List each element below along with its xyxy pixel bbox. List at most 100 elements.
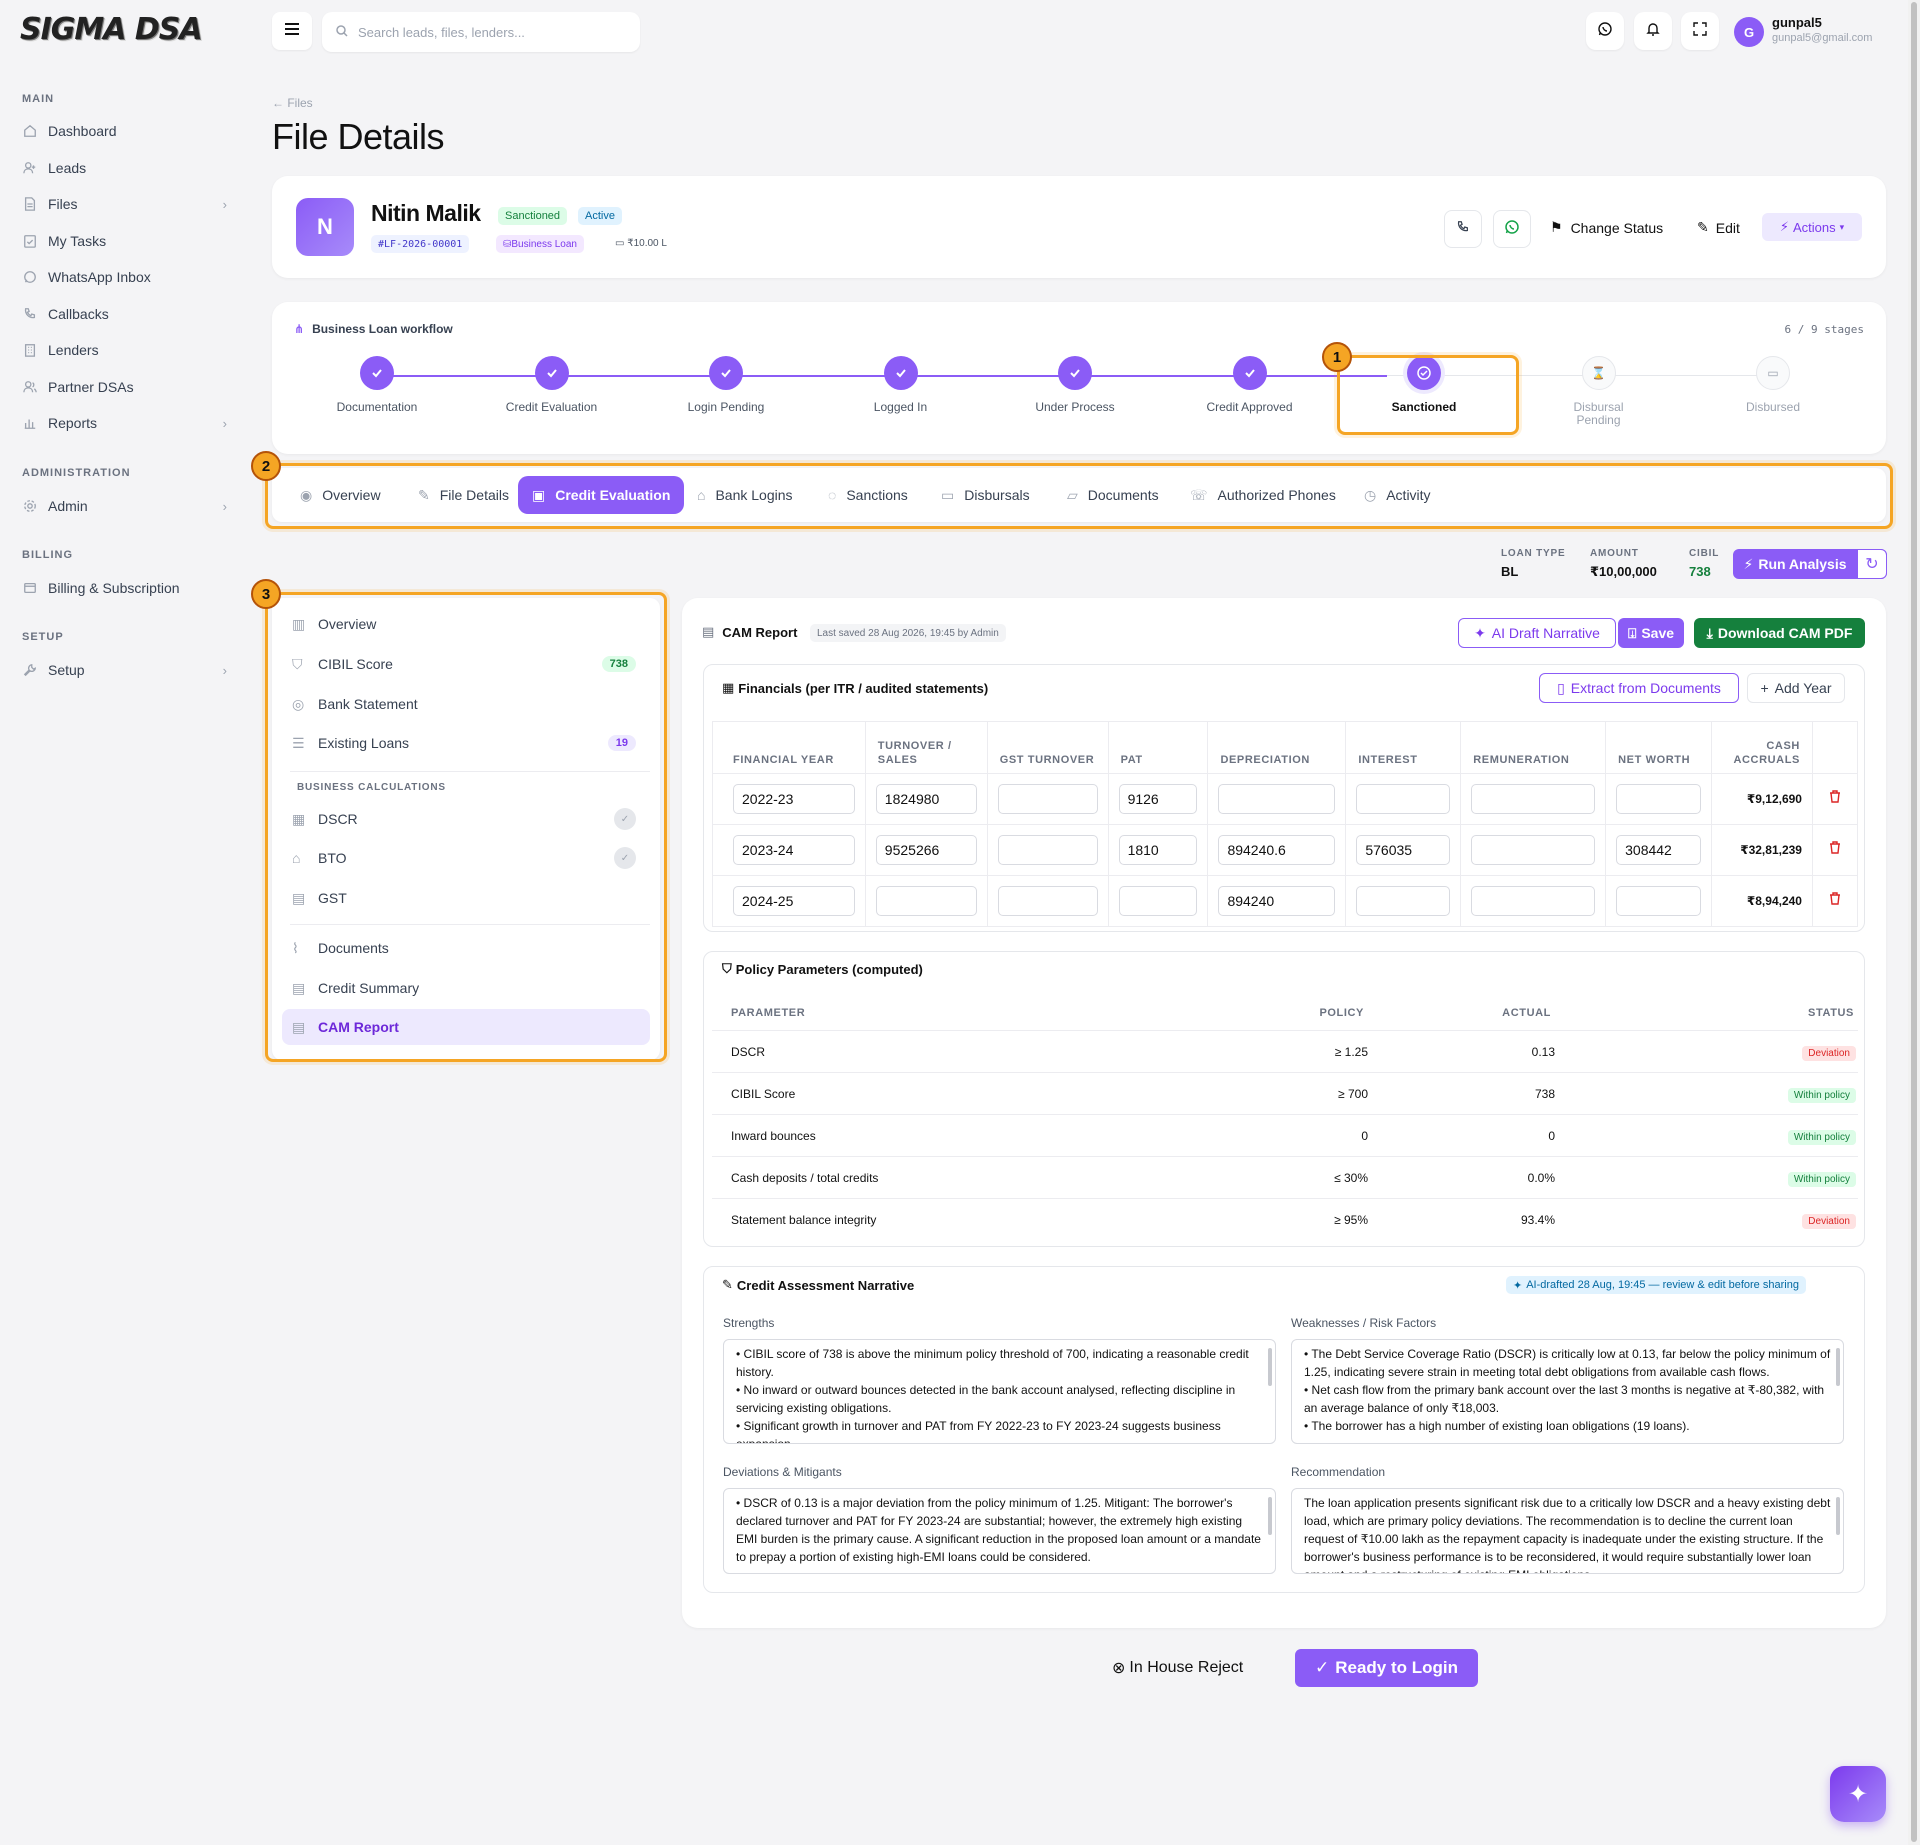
left-nav-item[interactable]: ◎ Bank Statement: [282, 686, 650, 722]
net-worth-input[interactable]: 308442: [1616, 835, 1702, 865]
interest-input[interactable]: 576035: [1356, 835, 1451, 865]
trash-icon[interactable]: [1829, 790, 1841, 806]
tab-credit-evaluation[interactable]: ▣ Credit Evaluation: [518, 476, 685, 514]
ai-draft-button[interactable]: ✦ AI Draft Narrative: [1458, 618, 1616, 648]
tab-bank-logins[interactable]: ⌂ Bank Logins: [683, 476, 807, 514]
tab-sanctions[interactable]: ◌ Sanctions: [814, 476, 922, 514]
tab-documents[interactable]: ▱ Documents: [1053, 476, 1173, 514]
strengths-textarea[interactable]: • CIBIL score of 738 is above the minimu…: [723, 1339, 1276, 1444]
breadcrumb[interactable]: ← Files: [272, 96, 313, 110]
trash-icon[interactable]: [1829, 892, 1841, 908]
sidebar-item-files[interactable]: Files ›: [22, 189, 227, 219]
left-nav-item[interactable]: ▦ DSCR ✓: [282, 801, 650, 837]
turnover-input[interactable]: 9525266: [875, 835, 977, 865]
left-nav-item[interactable]: ☰ Existing Loans 19: [282, 725, 650, 761]
fullscreen-button[interactable]: [1681, 12, 1719, 50]
sidebar-item-reports[interactable]: Reports ›: [22, 408, 227, 438]
trash-icon[interactable]: [1829, 841, 1841, 857]
change-status-button[interactable]: ⚑ Change Status: [1550, 219, 1663, 236]
actions-dropdown[interactable]: ⚡ Actions ▾: [1762, 213, 1862, 241]
scrollbar[interactable]: [1836, 1348, 1840, 1386]
tab-activity[interactable]: ◷ Activity: [1350, 476, 1445, 514]
whatsapp-button[interactable]: [1586, 12, 1624, 50]
run-analysis-button[interactable]: ⚡ Run Analysis: [1733, 549, 1857, 579]
year-input[interactable]: 2023-24: [733, 835, 855, 865]
edit-button[interactable]: ✎ Edit: [1697, 219, 1740, 236]
pat-input[interactable]: [1118, 886, 1198, 916]
workflow-stage[interactable]: Sanctioned: [1349, 356, 1499, 414]
remuneration-input[interactable]: [1471, 835, 1596, 865]
add-year-button[interactable]: + Add Year: [1747, 673, 1845, 703]
net-worth-input[interactable]: [1616, 886, 1702, 916]
left-nav-item[interactable]: ▤ GST: [282, 880, 650, 916]
workflow-stage[interactable]: Credit Evaluation: [477, 356, 627, 414]
download-cam-button[interactable]: ⤓ Download CAM PDF: [1694, 618, 1865, 648]
scrollbar-thumb[interactable]: [1911, 2, 1917, 1842]
year-input[interactable]: 2024-25: [733, 886, 855, 916]
left-nav-item[interactable]: ▤ Credit Summary: [282, 970, 650, 1006]
remuneration-input[interactable]: [1471, 886, 1596, 916]
remuneration-input[interactable]: [1471, 784, 1596, 814]
gst-input[interactable]: [997, 886, 1098, 916]
left-nav-item[interactable]: ⌂ BTO ✓: [282, 840, 650, 876]
turnover-input[interactable]: 1824980: [875, 784, 977, 814]
tab-file-details[interactable]: ✎ File Details: [404, 476, 523, 514]
turnover-input[interactable]: [875, 886, 977, 916]
scrollbar[interactable]: [1268, 1497, 1272, 1535]
depreciation-input[interactable]: [1218, 784, 1336, 814]
tab-overview[interactable]: ◉ Overview: [286, 476, 395, 514]
sidebar-item-partner-dsas[interactable]: Partner DSAs: [22, 372, 227, 402]
gst-input[interactable]: [997, 835, 1098, 865]
refresh-button[interactable]: ↻: [1857, 549, 1887, 579]
sidebar-item-callbacks[interactable]: Callbacks: [22, 299, 227, 329]
sidebar-item-my-tasks[interactable]: My Tasks: [22, 226, 227, 256]
in-house-reject-button[interactable]: ⊗ In House Reject: [1112, 1658, 1243, 1678]
tab-disbursals[interactable]: ▭ Disbursals: [927, 476, 1044, 514]
sidebar-item-admin[interactable]: Admin ›: [22, 491, 227, 521]
sidebar-item-setup[interactable]: Setup ›: [22, 655, 227, 685]
workflow-stage[interactable]: ▭ Disbursed: [1698, 356, 1848, 414]
save-button[interactable]: ⍗ Save: [1618, 618, 1684, 648]
left-nav-item[interactable]: ▤ CAM Report: [282, 1009, 650, 1045]
deviations-textarea[interactable]: • DSCR of 0.13 is a major deviation from…: [723, 1488, 1276, 1574]
ai-assistant-button[interactable]: ✦: [1830, 1766, 1886, 1822]
page-scrollbar[interactable]: [1908, 0, 1920, 1845]
scrollbar[interactable]: [1836, 1497, 1840, 1535]
pat-input[interactable]: 9126: [1118, 784, 1198, 814]
gst-input[interactable]: [997, 784, 1098, 814]
recommendation-textarea[interactable]: The loan application presents significan…: [1291, 1488, 1844, 1574]
depreciation-input[interactable]: 894240.6: [1218, 835, 1336, 865]
sidebar-item-lenders[interactable]: Lenders: [22, 335, 227, 365]
weaknesses-textarea[interactable]: • The Debt Service Coverage Ratio (DSCR)…: [1291, 1339, 1844, 1444]
left-nav-item[interactable]: ▥ Overview: [282, 606, 650, 642]
workflow-stage[interactable]: Login Pending: [651, 356, 801, 414]
sidebar-item-billing[interactable]: Billing & Subscription: [22, 573, 227, 603]
menu-toggle-button[interactable]: [272, 12, 312, 50]
workflow-stage[interactable]: Credit Approved: [1175, 356, 1325, 414]
pat-input[interactable]: 1810: [1118, 835, 1198, 865]
year-input[interactable]: 2022-23: [733, 784, 855, 814]
call-button[interactable]: [1444, 210, 1482, 248]
workflow-stage[interactable]: Under Process: [1000, 356, 1150, 414]
whatsapp-chat-button[interactable]: [1493, 210, 1531, 248]
brand-logo[interactable]: SIGMA DSA: [20, 12, 203, 47]
notifications-button[interactable]: [1634, 12, 1672, 50]
left-nav-item[interactable]: ⛉ CIBIL Score 738: [282, 646, 650, 682]
extract-documents-button[interactable]: ▯ Extract from Documents: [1539, 673, 1739, 703]
ready-to-login-button[interactable]: ✓ Ready to Login: [1295, 1649, 1478, 1687]
sidebar-item-whatsapp-inbox[interactable]: WhatsApp Inbox: [22, 262, 227, 292]
net-worth-input[interactable]: [1616, 784, 1702, 814]
scrollbar[interactable]: [1268, 1348, 1272, 1386]
left-nav-item[interactable]: ⌇ Documents: [282, 930, 650, 966]
depreciation-input[interactable]: 894240: [1218, 886, 1336, 916]
interest-input[interactable]: [1356, 784, 1451, 814]
interest-input[interactable]: [1356, 886, 1451, 916]
workflow-stage[interactable]: Documentation: [302, 356, 452, 414]
workflow-stage[interactable]: ⌛ Disbursal Pending: [1524, 356, 1674, 427]
tab-authorized-phones[interactable]: ☏ Authorized Phones: [1176, 476, 1350, 514]
sidebar-item-dashboard[interactable]: Dashboard: [22, 116, 227, 146]
search-input[interactable]: Search leads, files, lenders...: [322, 12, 640, 52]
user-avatar[interactable]: G: [1734, 17, 1764, 47]
sidebar-item-leads[interactable]: Leads: [22, 153, 227, 183]
workflow-stage[interactable]: Logged In: [826, 356, 976, 414]
